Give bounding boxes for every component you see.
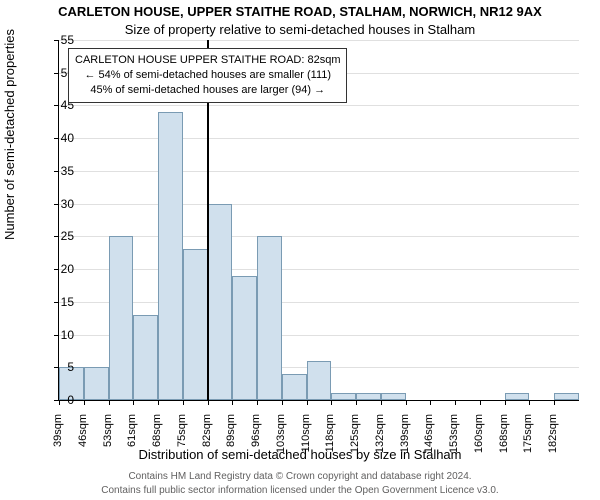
histogram-bar: [84, 367, 109, 400]
x-tick-mark: [381, 400, 382, 405]
gridline: [59, 138, 579, 139]
gridline: [59, 105, 579, 106]
x-tick-label: 103sqm: [275, 414, 287, 462]
x-tick-mark: [529, 400, 530, 405]
x-tick-label: 160sqm: [473, 414, 485, 462]
x-tick-mark: [307, 400, 308, 405]
x-tick-label: 153sqm: [448, 414, 460, 462]
gridline: [59, 204, 579, 205]
y-tick-label: 35: [44, 164, 74, 178]
x-tick-label: 68sqm: [151, 414, 163, 462]
y-axis-label: Number of semi-detached properties: [2, 29, 17, 240]
x-tick-mark: [208, 400, 209, 405]
chart-title: CARLETON HOUSE, UPPER STAITHE ROAD, STAL…: [0, 4, 600, 19]
x-tick-mark: [282, 400, 283, 405]
y-tick-label: 40: [44, 131, 74, 145]
histogram-bar: [183, 249, 208, 400]
x-tick-label: 175sqm: [522, 414, 534, 462]
y-tick-label: 10: [44, 328, 74, 342]
chart-subtitle: Size of property relative to semi-detach…: [0, 22, 600, 37]
y-tick-label: 25: [44, 229, 74, 243]
gridline: [59, 302, 579, 303]
x-tick-label: 146sqm: [423, 414, 435, 462]
x-tick-label: 75sqm: [176, 414, 188, 462]
x-tick-mark: [455, 400, 456, 405]
x-tick-mark: [406, 400, 407, 405]
histogram-bar: [282, 374, 307, 400]
x-tick-mark: [257, 400, 258, 405]
x-tick-mark: [84, 400, 85, 405]
x-tick-label: 132sqm: [374, 414, 386, 462]
x-tick-mark: [183, 400, 184, 405]
histogram-bar: [554, 393, 579, 400]
annotation-line3: 45% of semi-detached houses are larger (…: [75, 83, 340, 98]
histogram-bar: [307, 361, 332, 400]
x-tick-label: 118sqm: [324, 414, 336, 462]
histogram-bar: [257, 236, 282, 400]
histogram-bar: [331, 393, 356, 400]
x-tick-label: 61sqm: [126, 414, 138, 462]
x-tick-label: 182sqm: [547, 414, 559, 462]
x-tick-mark: [133, 400, 134, 405]
x-tick-mark: [554, 400, 555, 405]
x-tick-mark: [109, 400, 110, 405]
x-tick-mark: [356, 400, 357, 405]
x-tick-label: 168sqm: [498, 414, 510, 462]
x-tick-label: 139sqm: [399, 414, 411, 462]
x-tick-label: 53sqm: [102, 414, 114, 462]
histogram-bar: [133, 315, 158, 400]
x-tick-label: 96sqm: [250, 414, 262, 462]
histogram-bar: [505, 393, 530, 400]
y-tick-label: 55: [44, 33, 74, 47]
footer-license: Contains full public sector information …: [0, 485, 600, 496]
annotation-line1: CARLETON HOUSE UPPER STAITHE ROAD: 82sqm: [75, 53, 340, 68]
y-tick-label: 20: [44, 262, 74, 276]
x-tick-mark: [158, 400, 159, 405]
gridline: [59, 269, 579, 270]
x-tick-label: 125sqm: [349, 414, 361, 462]
histogram-bar: [356, 393, 381, 400]
x-tick-label: 39sqm: [52, 414, 64, 462]
x-tick-label: 46sqm: [77, 414, 89, 462]
histogram-bar: [381, 393, 406, 400]
y-tick-label: 30: [44, 197, 74, 211]
annotation-box: CARLETON HOUSE UPPER STAITHE ROAD: 82sqm…: [68, 48, 347, 103]
x-tick-label: 89sqm: [225, 414, 237, 462]
y-tick-label: 5: [44, 360, 74, 374]
footer-copyright: Contains HM Land Registry data © Crown c…: [0, 471, 600, 482]
x-tick-mark: [480, 400, 481, 405]
histogram-bar: [232, 276, 257, 400]
x-tick-mark: [331, 400, 332, 405]
x-tick-mark: [232, 400, 233, 405]
y-tick-label: 15: [44, 295, 74, 309]
x-tick-label: 110sqm: [300, 414, 312, 462]
gridline: [59, 236, 579, 237]
histogram-bar: [158, 112, 183, 400]
gridline: [59, 40, 579, 41]
x-tick-label: 82sqm: [201, 414, 213, 462]
histogram-bar: [109, 236, 134, 400]
y-tick-label: 0: [44, 393, 74, 407]
x-tick-mark: [505, 400, 506, 405]
annotation-line2: ← 54% of semi-detached houses are smalle…: [75, 68, 340, 83]
x-tick-mark: [430, 400, 431, 405]
histogram-bar: [208, 204, 233, 400]
gridline: [59, 171, 579, 172]
